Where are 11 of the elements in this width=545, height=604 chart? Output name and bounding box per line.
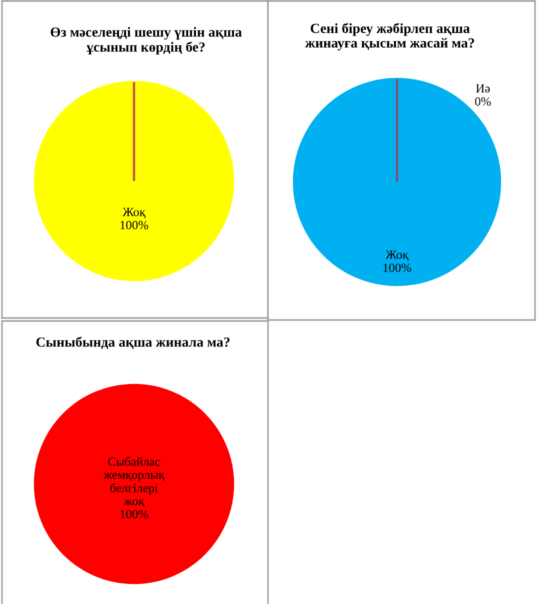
slice-label: Жоқ <box>122 208 146 218</box>
text: 0% <box>475 97 491 106</box>
data-label: 100% <box>120 220 148 230</box>
data-label: 100% <box>384 264 412 272</box>
category-label: Иә <box>476 84 490 93</box>
slice-label: Сыбайлас жемқорлық белгілері жоқ <box>103 456 165 508</box>
chart-title: Сыныбында ақша жинала ма? <box>36 336 230 350</box>
slice-label: Жоқ <box>386 250 408 262</box>
chart-title: Өз мәселеңді шешу үшін ақша ұсынып көрдің бе? <box>50 27 242 55</box>
data-label: 100% <box>120 510 148 518</box>
chart-title: Сені біреу жәбірлеп ақша жинауға қысым жасай ма? <box>305 23 474 50</box>
